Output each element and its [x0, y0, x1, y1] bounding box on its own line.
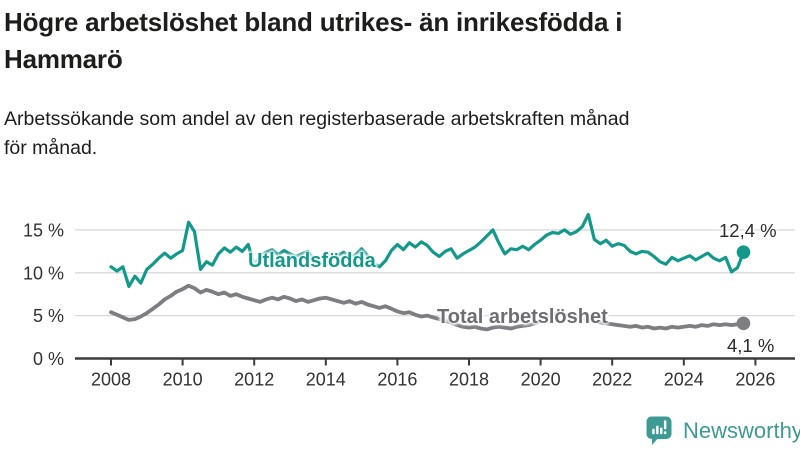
- x-tick-label: 2016: [377, 370, 417, 390]
- x-tick-label: 2018: [449, 370, 489, 390]
- newsworthy-logo: Newsworthy: [644, 415, 800, 446]
- x-tick-label: 2008: [91, 370, 131, 390]
- exclamation-dot: [663, 431, 667, 435]
- x-tick-label: 2012: [234, 370, 274, 390]
- newsworthy-logo-text: Newsworthy: [683, 417, 800, 443]
- bar-medium: [660, 427, 663, 435]
- bar-tall: [656, 425, 659, 435]
- exclamation-bar: [663, 420, 667, 430]
- x-tick-label: 2024: [664, 370, 704, 390]
- series-label-utlandsfodda: Utlandsfödda: [248, 250, 376, 272]
- x-tick-label: 2020: [521, 370, 561, 390]
- chart-subtitle: Arbetssökande som andel av den registerb…: [4, 105, 784, 163]
- speech-bubble-shape: [646, 416, 672, 445]
- chart-subtitle-line1: Arbetssökande som andel av den registerb…: [4, 108, 630, 130]
- page-title-line1: Högre arbetslöshet bland utrikes- än inr…: [4, 7, 623, 37]
- y-tick-label: 10 %: [23, 263, 64, 283]
- end-dot-utlandsfodda: [736, 245, 751, 260]
- end-dot-total-arbetsloshet: [736, 316, 751, 331]
- end-value-label-utlandsfodda: 12,4 %: [719, 220, 777, 241]
- series-label-total-arbetsloshet: Total arbetslöshet: [437, 306, 608, 328]
- bar-short: [652, 428, 655, 435]
- page-title-line2: Hammarö: [4, 44, 123, 74]
- series-line-utlandsfodda: [109, 212, 746, 289]
- page-title: Högre arbetslöshet bland utrikes- än inr…: [4, 4, 784, 78]
- y-tick-label: 5 %: [33, 306, 64, 326]
- chart-subtitle-line2: för månad.: [4, 137, 98, 159]
- y-tick-label: 0 %: [33, 349, 64, 369]
- y-tick-label: 15 %: [23, 220, 64, 240]
- series-line-total-arbetsloshet: [109, 283, 746, 332]
- end-value-label-total-arbetsloshet: 4,1 %: [727, 335, 775, 356]
- newsworthy-logo-icon: [646, 416, 672, 445]
- x-tick-label: 2022: [592, 370, 632, 390]
- x-tick-label: 2014: [306, 370, 346, 390]
- x-tick-label: 2010: [163, 370, 203, 390]
- x-tick-label: 2026: [735, 370, 775, 390]
